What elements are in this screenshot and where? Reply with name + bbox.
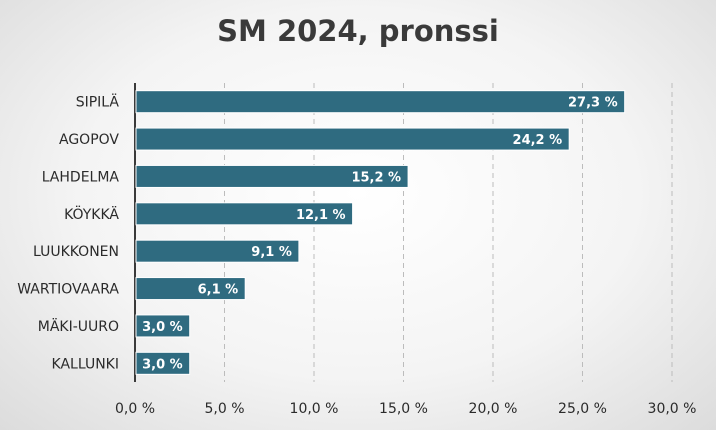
data-label: 24,2 % — [513, 133, 563, 148]
data-label: 3,0 % — [142, 320, 183, 335]
chart-title: SM 2024, pronssi — [217, 14, 499, 48]
bar — [135, 164, 409, 188]
data-label: 15,2 % — [351, 170, 401, 185]
category-label: SIPILÄ — [76, 93, 120, 111]
category-label: LAHDELMA — [42, 169, 120, 185]
bar — [135, 351, 191, 375]
x-tick-label: 20,0 % — [469, 401, 518, 417]
data-label: 6,1 % — [198, 283, 239, 298]
bar — [135, 127, 570, 151]
bar — [135, 277, 246, 301]
data-label: 3,0 % — [142, 357, 183, 372]
data-label: 12,1 % — [296, 208, 346, 223]
category-label: MÄKI-UURO — [38, 317, 119, 335]
x-tick-label: 15,0 % — [379, 401, 428, 417]
x-tick-label: 10,0 % — [290, 401, 339, 417]
bar — [135, 90, 626, 114]
data-label: 27,3 % — [568, 96, 618, 111]
category-label: LUUKKONEN — [33, 244, 119, 260]
x-tick-label: 30,0 % — [648, 401, 697, 417]
bar — [135, 314, 191, 338]
category-label: KALLUNKI — [52, 356, 119, 372]
x-tick-label: 5,0 % — [204, 401, 244, 417]
bar — [135, 239, 300, 263]
data-label: 9,1 % — [251, 245, 292, 260]
x-tick-label: 0,0 % — [115, 401, 155, 417]
category-label: KÖYKKÄ — [64, 205, 119, 223]
x-tick-label: 25,0 % — [558, 401, 607, 417]
bar — [135, 202, 354, 226]
category-label: WARTIOVAARA — [17, 282, 119, 298]
category-label: AGOPOV — [59, 132, 119, 148]
